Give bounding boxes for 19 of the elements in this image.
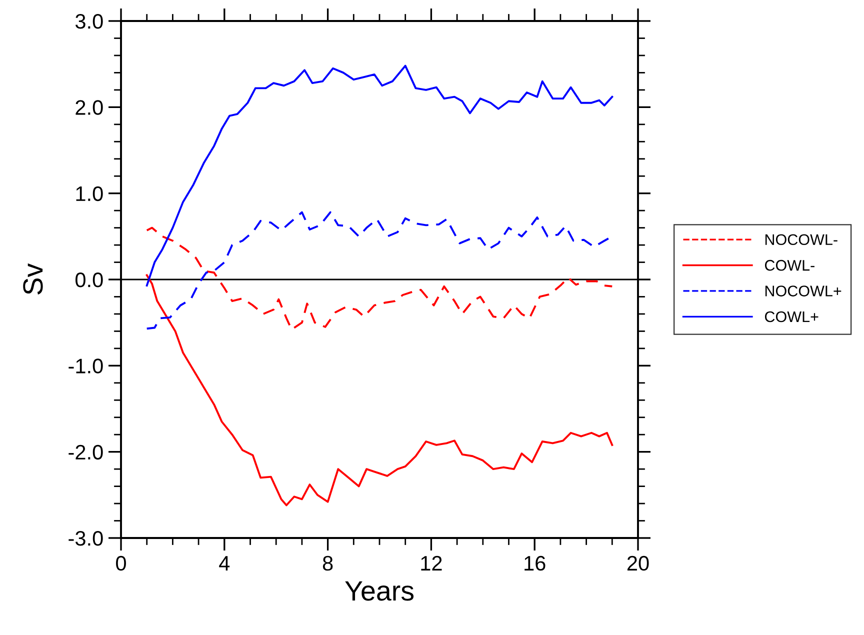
x-tick-label: 12 xyxy=(421,556,442,570)
y-tick-label: 3.0 xyxy=(75,14,103,29)
x-tick-label: 0 xyxy=(116,556,126,571)
x-tick-label: 16 xyxy=(524,556,546,571)
x-tick-label: 20 xyxy=(627,556,649,571)
legend-label: NOCOWL- xyxy=(765,234,838,246)
y-tick-label: 0.0 xyxy=(75,272,103,288)
x-tick-label: 8 xyxy=(322,556,333,571)
y-tick-label: -3.0 xyxy=(68,531,103,546)
x-axis-title: Years xyxy=(345,581,414,601)
legend-label: COWL+ xyxy=(764,311,818,322)
y-tick-label: 2.0 xyxy=(76,100,103,115)
y-tick-label: 1.0 xyxy=(76,186,103,202)
legend-label: NOCOWL+ xyxy=(765,286,842,296)
y-tick-label: -1.0 xyxy=(68,358,103,374)
y-axis-title: Sv xyxy=(23,263,43,294)
legend-label: COWL- xyxy=(764,260,814,271)
y-tick-label: -2.0 xyxy=(68,444,103,460)
x-tick-label: 4 xyxy=(219,556,230,570)
